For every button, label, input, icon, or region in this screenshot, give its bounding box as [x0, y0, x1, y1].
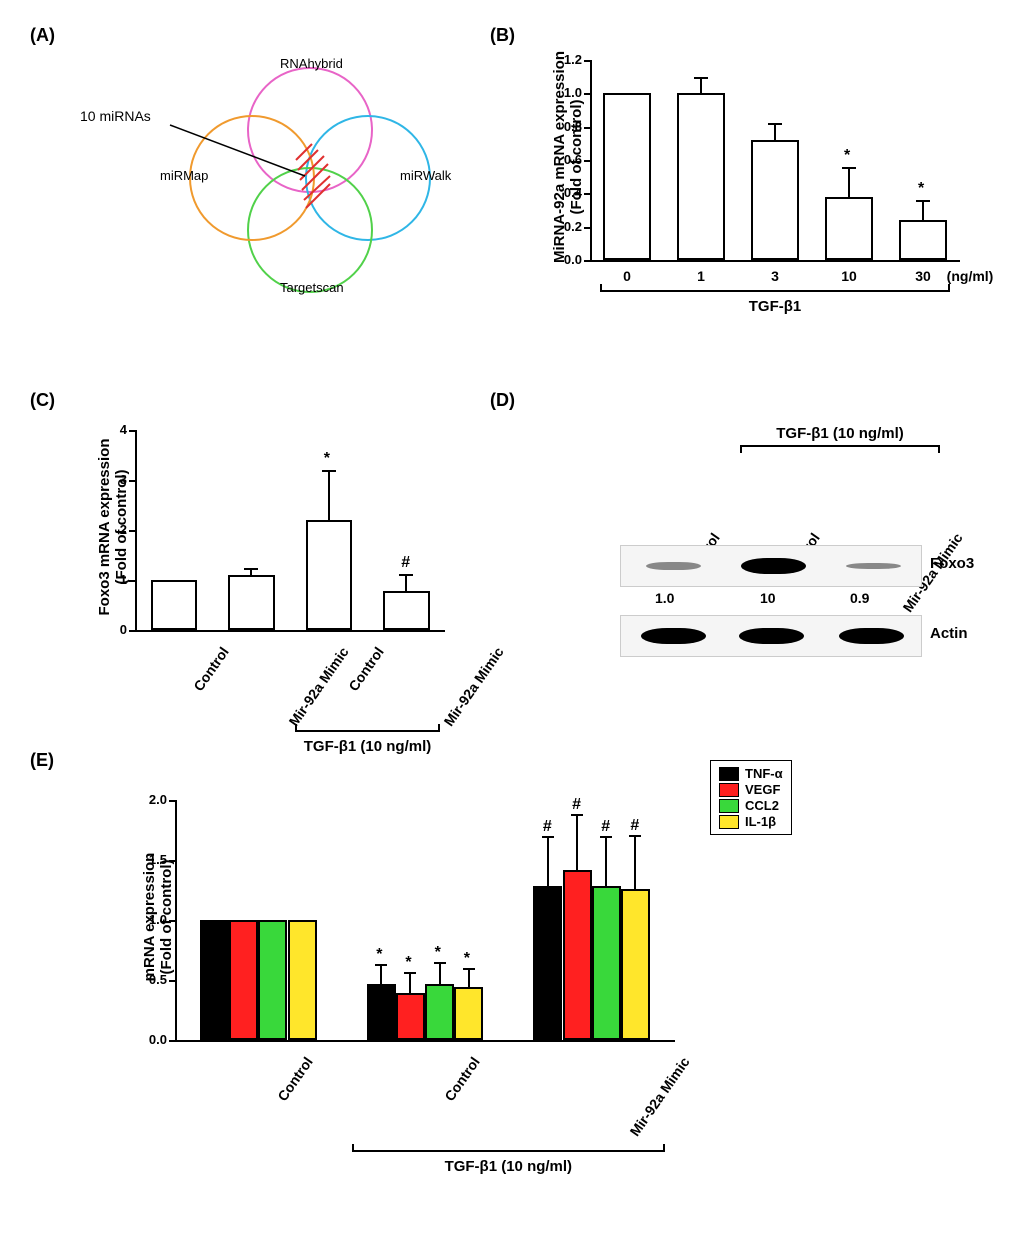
panel-label-d: (D) — [490, 390, 515, 411]
venn-label-targetscan: Targetscan — [280, 280, 344, 295]
venn-annotation: 10 miRNAs — [80, 108, 151, 124]
panel-label-b: (B) — [490, 25, 515, 46]
panel-label-a: (A) — [30, 25, 55, 46]
figure: (A) (B) (C) (D) (E) 10 miRNAs RNAhybrid — [20, 20, 1000, 1230]
blot-row-actin: Actin — [930, 625, 968, 642]
panel-label-c: (C) — [30, 390, 55, 411]
venn-label-rnahybrid: RNAhybrid — [280, 56, 343, 71]
blot-group-label: TGF-β1 (10 ng/ml) — [745, 425, 935, 442]
panel-label-e: (E) — [30, 750, 54, 771]
western-blot: TGF-β1 (10 ng/ml) Control Control Mir-92… — [560, 420, 980, 700]
blot-val-0: 1.0 — [655, 590, 674, 606]
chart-e-ylabel: mRNA expression (Fold of control) — [141, 797, 175, 1037]
venn-diagram: 10 miRNAs RNAhybrid miRWalk Targetscan m… — [80, 50, 480, 310]
chart-b-ylabel: MiRNA-92a mRNA expression (Fold of contr… — [551, 37, 585, 277]
venn-label-mirwalk: miRWalk — [400, 168, 451, 183]
chart-e: 0.00.51.01.52.0Control****Control####Mir… — [165, 790, 685, 1050]
legend-e: TNF-αVEGFCCL2IL-1β — [710, 760, 792, 835]
chart-b: 0.00.20.40.60.81.01.2013*10*30 (ng/ml)TG… — [580, 50, 970, 270]
chart-c-ylabel: Foxo3 mRNA expression (Fold of control) — [96, 407, 130, 647]
chart-c: 01234ControlMir-92a Mimic*Control#Mir-92… — [125, 420, 455, 640]
blot-row-foxo3: Foxo3 — [930, 555, 974, 572]
blot-val-2: 0.9 — [850, 590, 869, 606]
venn-label-mirmap: miRMap — [160, 168, 208, 183]
blot-val-1: 10 — [760, 590, 776, 606]
